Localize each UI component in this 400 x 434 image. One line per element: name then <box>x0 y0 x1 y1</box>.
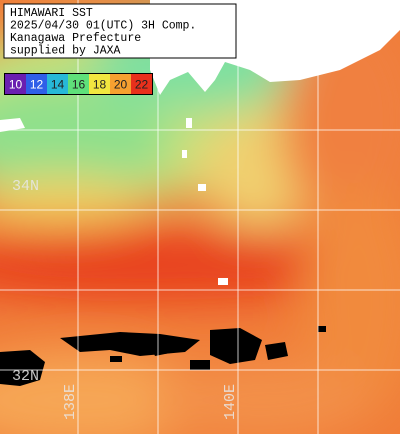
caption-line: Kanagawa Prefecture <box>10 32 141 45</box>
caption-line: HIMAWARI SST <box>10 7 93 20</box>
legend-label: 16 <box>72 78 86 92</box>
legend-swatch <box>68 74 89 94</box>
legend-swatch <box>5 74 26 94</box>
caption-line: 2025/04/30 01(UTC) 3H Comp. <box>10 20 196 33</box>
legend-swatch <box>26 74 47 94</box>
legend-swatch <box>47 74 68 94</box>
legend-label: 18 <box>93 78 107 92</box>
legend-swatch <box>110 74 131 94</box>
color-legend: 10 12 14 16 18 20 22 <box>4 73 153 95</box>
caption-box <box>3 3 237 59</box>
legend-label: 20 <box>114 78 128 92</box>
caption-line: supplied by JAXA <box>10 45 121 58</box>
cloud <box>0 326 326 386</box>
legend-label: 14 <box>51 78 65 92</box>
lat-label: 32N <box>12 368 39 385</box>
lon-label: 138E <box>62 384 79 420</box>
legend-swatch <box>131 74 152 94</box>
legend-label: 10 <box>9 78 23 92</box>
lon-label: 140E <box>222 384 239 420</box>
legend-label: 12 <box>30 78 44 92</box>
legend-swatch <box>89 74 110 94</box>
legend-label: 22 <box>135 78 149 92</box>
lat-label: 34N <box>12 178 39 195</box>
